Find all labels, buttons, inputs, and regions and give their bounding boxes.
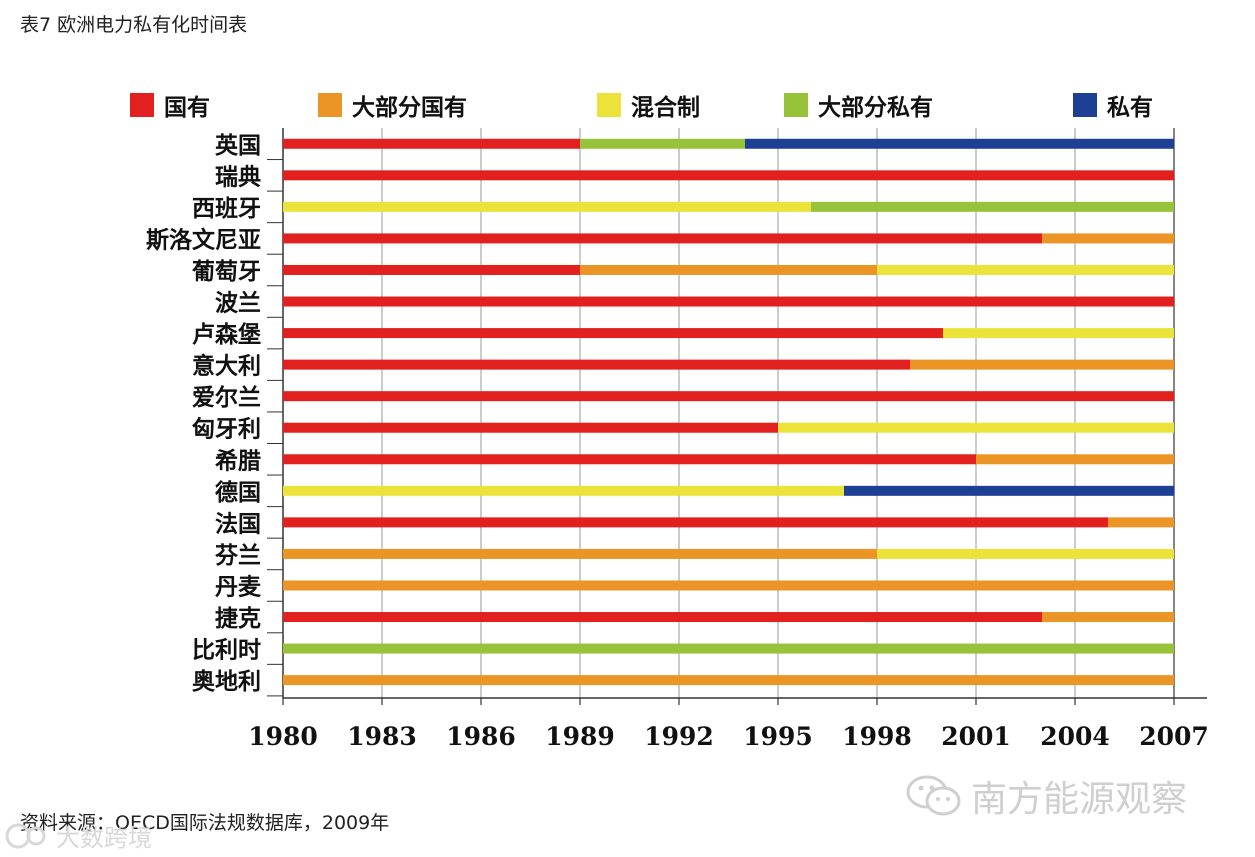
bar-segment [283,612,1042,623]
wechat-icon [906,775,961,816]
legend-label: 国有 [164,95,210,121]
country-label: 比利时 [192,638,261,664]
bar-segment [580,264,877,275]
legend-swatch [318,93,342,117]
source-note: 资料来源：OECD国际法规数据库，2009年 [20,812,390,834]
country-label: 葡萄牙 [191,259,261,285]
legend-label: 大部分国有 [352,95,467,121]
bar-segment [1042,233,1174,244]
country-label: 卢森堡 [192,321,261,348]
country-label: 希腊 [215,447,261,474]
bar-segment [778,422,1174,433]
country-label: 捷克 [215,605,261,632]
country-label: 芬兰 [215,542,261,569]
country-label: 法国 [215,511,261,537]
x-tick-label: 1983 [347,722,417,751]
bar-segment [283,517,1108,528]
legend-item-mostly-private: 大部分私有 [784,88,933,122]
legend-label: 大部分私有 [818,95,933,121]
country-label: 波兰 [215,290,261,317]
watermark-text: 南方能源观察 [971,779,1188,820]
country-label: 德国 [215,479,261,506]
logo-icon [5,823,46,848]
x-tick-label: 2004 [1040,722,1110,751]
x-tick-label: 1998 [842,722,912,751]
privatization-timeline-chart: 英国瑞典西班牙斯洛文尼亚葡萄牙波兰卢森堡意大利爱尔兰匈牙利希腊德国法国芬兰丹麦捷… [146,128,1209,751]
x-tick-label: 1995 [743,722,813,751]
chart-legend: 国有 大部分国有 混合制 大部分私有 私有 [0,88,1255,122]
watermark-cross-border: 大数跨境 [4,818,152,853]
bar-segment [283,454,976,465]
bar-segment [580,138,745,149]
bar-segment [283,391,1174,402]
bar-segment [283,264,580,275]
bar-segment [283,296,1174,307]
x-tick-label: 1986 [446,722,516,751]
country-label: 西班牙 [192,196,261,222]
country-label: 英国 [215,132,261,159]
country-label: 瑞典 [215,163,261,190]
legend-item-state-owned: 国有 [130,88,210,122]
country-label: 斯洛文尼亚 [146,226,261,253]
bar-segment [283,422,778,433]
bar-segment [283,359,910,370]
watermark-text: 大数跨境 [56,824,152,852]
country-label: 丹麦 [215,574,262,600]
legend-swatch [784,93,808,117]
bar-segment [877,548,1174,559]
x-tick-label: 1992 [644,722,714,751]
bar-segment [976,454,1174,465]
bar-segment [283,328,943,339]
x-tick-label: 2007 [1139,722,1209,751]
bar-segment [283,138,580,149]
country-label: 意大利 [192,353,261,380]
bar-segment [1042,612,1174,623]
bar-segment [283,485,844,496]
bar-segment [283,170,1174,181]
legend-item-private: 私有 [1073,88,1153,122]
bar-segment [283,201,811,212]
legend-swatch [597,93,621,117]
bar-segment [910,359,1174,370]
watermark-southern-energy: 南方能源观察 [905,770,1187,822]
bar-segment [283,548,877,559]
bar-segment [811,201,1174,212]
bar-segment [1108,517,1174,528]
bar-segment [283,233,1042,244]
bar-segment [283,675,1174,686]
country-label: 奥地利 [192,668,261,695]
bar-segment [877,264,1174,275]
bar-segment [283,643,1174,654]
x-tick-label: 1989 [545,722,615,751]
legend-item-mostly-state-owned: 大部分国有 [318,88,467,122]
x-tick-label: 1980 [248,722,318,751]
legend-label: 混合制 [631,95,700,121]
bar-segment [943,328,1174,339]
legend-item-mixed: 混合制 [597,88,700,122]
table-title: 表7 欧洲电力私有化时间表 [20,14,248,36]
legend-swatch [1073,93,1097,117]
bar-segment [745,138,1174,149]
bar-segment [844,485,1174,496]
legend-label: 私有 [1107,95,1153,121]
legend-swatch [130,93,154,117]
x-tick-label: 2001 [941,722,1011,751]
bar-segment [283,580,1174,591]
country-label: 爱尔兰 [192,384,261,411]
country-label: 匈牙利 [192,416,261,443]
